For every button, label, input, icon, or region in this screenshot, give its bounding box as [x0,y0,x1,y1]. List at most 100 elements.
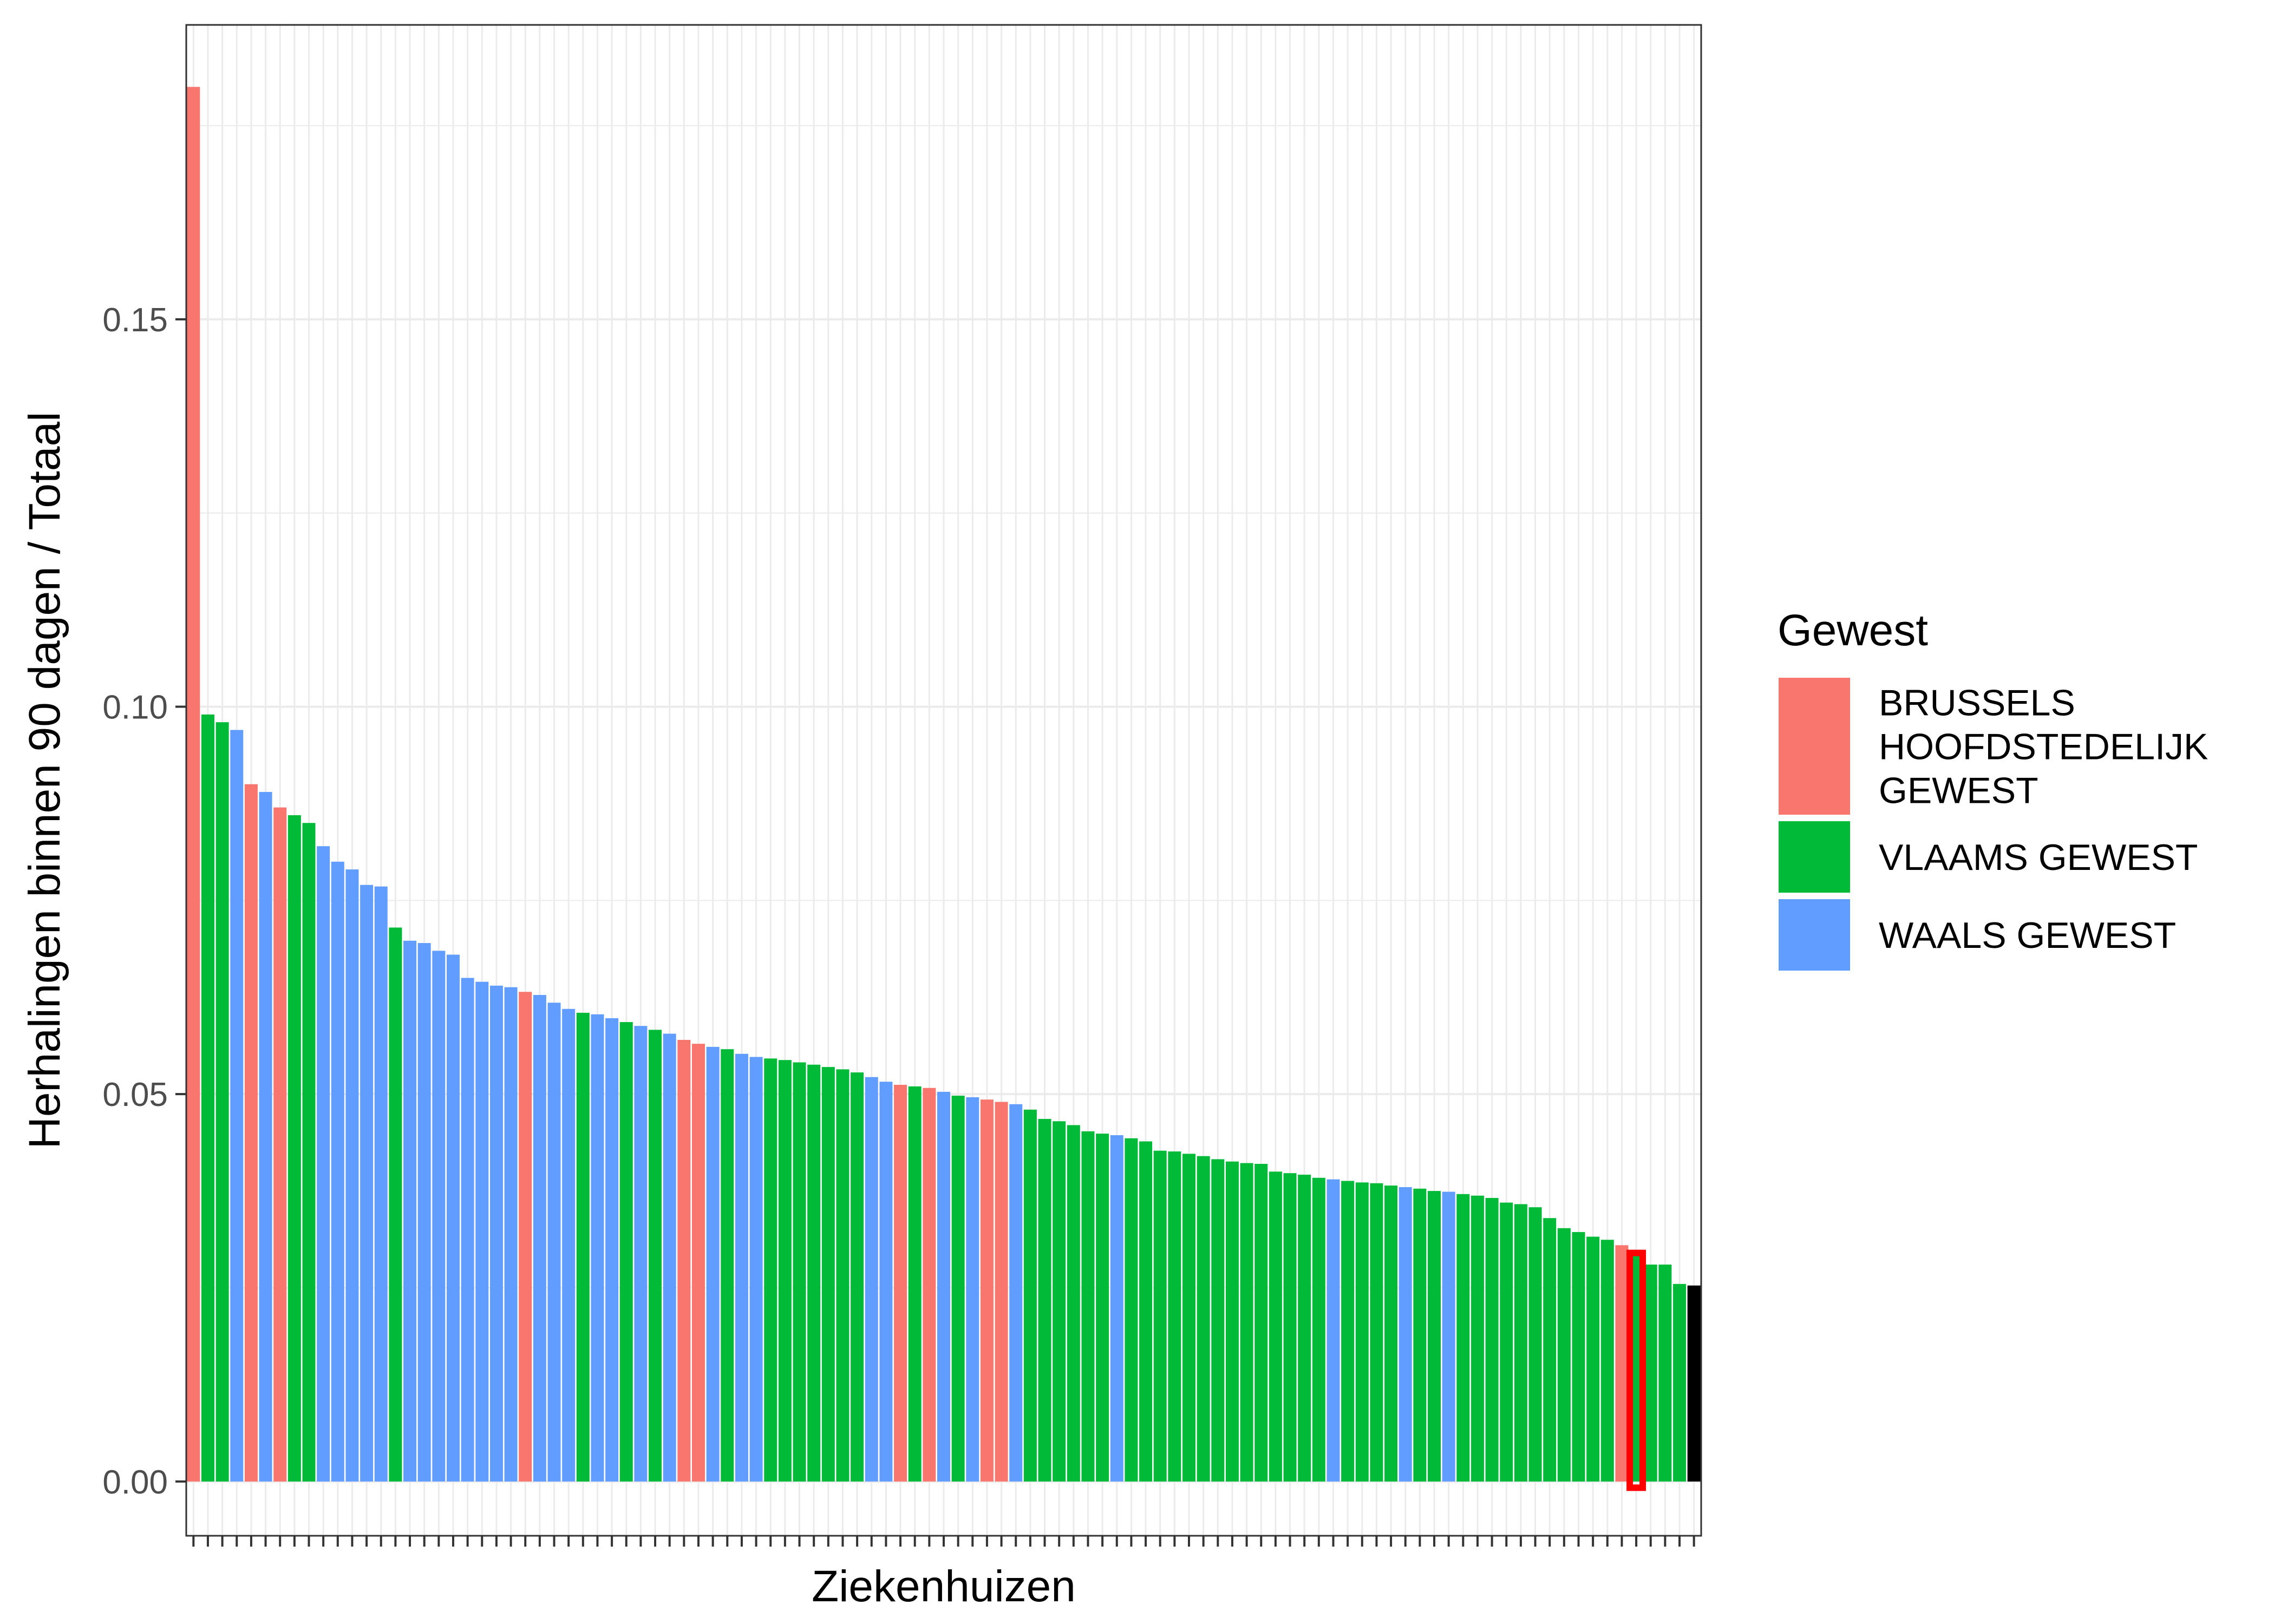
x-axis-title: Ziekenhuizen [812,1562,1076,1611]
bar [1327,1179,1340,1482]
bar [533,994,546,1482]
bar [403,940,417,1482]
bar [894,1084,907,1482]
bar [706,1046,720,1482]
bar [1673,1284,1687,1482]
bar [1413,1188,1427,1482]
bar [1053,1121,1066,1482]
bar [201,714,214,1482]
legend-label-line: VLAAMS GEWEST [1879,837,2198,878]
bar [1009,1104,1023,1482]
legend-label-line: BRUSSELS [1879,683,2075,724]
bar [302,823,316,1482]
bar [1139,1141,1153,1482]
bar [215,722,229,1482]
bar [259,791,272,1482]
bar [230,730,244,1482]
bar [1081,1131,1095,1482]
bar [287,815,301,1482]
bar [1615,1245,1629,1482]
bar [1543,1218,1557,1482]
bar [908,1086,922,1482]
bar [721,1049,734,1482]
bar [1355,1182,1369,1482]
bar [995,1102,1008,1482]
bar [951,1096,965,1482]
bar [1225,1161,1239,1482]
bar [735,1053,748,1482]
bar [1528,1207,1542,1482]
legend: Gewest BRUSSELS HOOFDSTEDELIJK GEWEST VLAAM… [1778,606,2208,971]
bar [778,1060,792,1482]
y-tick-label: 0.15 [102,302,168,339]
legend-label-line: HOOFDSTEDELIJK [1879,726,2208,768]
bar [821,1067,835,1482]
bar [547,1003,561,1482]
bar [836,1069,850,1482]
bar [1456,1194,1470,1482]
bar [1283,1173,1297,1482]
bar [432,951,446,1482]
bar [1600,1240,1614,1482]
bar [677,1039,691,1482]
bar [591,1014,604,1482]
bar [1687,1285,1701,1482]
bar [187,87,200,1482]
bar [1399,1187,1412,1482]
bar [1254,1163,1268,1482]
legend-title: Gewest [1778,606,1928,655]
legend-label: BRUSSELS HOOFDSTEDELIJK GEWEST [1879,683,2208,811]
bar [619,1022,633,1482]
bar [1471,1195,1484,1482]
bar [793,1062,806,1482]
highlight-layer [1626,1249,1646,1491]
bar [1370,1183,1383,1482]
bar [1384,1186,1398,1482]
y-tick-label: 0.05 [102,1076,168,1114]
bar [980,1099,994,1482]
bar [663,1033,676,1482]
bar [1485,1197,1499,1482]
bar [1269,1171,1282,1482]
bar [1182,1154,1196,1482]
bar [1557,1228,1571,1482]
axes-layer: 0.00 0.05 0.10 0.15 [102,302,1695,1547]
bar [1298,1175,1311,1482]
bar [1110,1135,1123,1482]
bar [317,846,330,1482]
bar [461,978,474,1482]
bar [1023,1109,1037,1482]
bar [1572,1232,1585,1482]
bar [504,987,518,1482]
bar [923,1088,936,1482]
bar [374,886,388,1482]
bar [345,869,359,1482]
legend-label: WAALS GEWEST [1879,915,2176,956]
bar [1211,1159,1225,1482]
bar [634,1026,648,1482]
bar [244,784,258,1482]
bar [417,943,431,1482]
bar [966,1097,979,1482]
legend-label: VLAAMS GEWEST [1879,837,2198,878]
bars-layer [187,87,1701,1482]
bar [865,1077,878,1482]
bar [1658,1265,1672,1482]
bar [331,861,344,1482]
bar [1038,1118,1051,1482]
bar [273,807,287,1482]
legend-key-v [1779,821,1850,893]
bar [489,985,503,1482]
y-tick-label: 0.00 [102,1464,168,1501]
legend-label-line: GEWEST [1879,770,2038,811]
bar [879,1082,893,1482]
bar [764,1058,777,1482]
bar [1428,1191,1441,1482]
bar [807,1064,821,1482]
legend-key-b [1779,678,1850,815]
bar [1125,1138,1138,1482]
bar [1514,1204,1527,1482]
legend-key-w [1779,899,1850,971]
bar [389,927,402,1482]
